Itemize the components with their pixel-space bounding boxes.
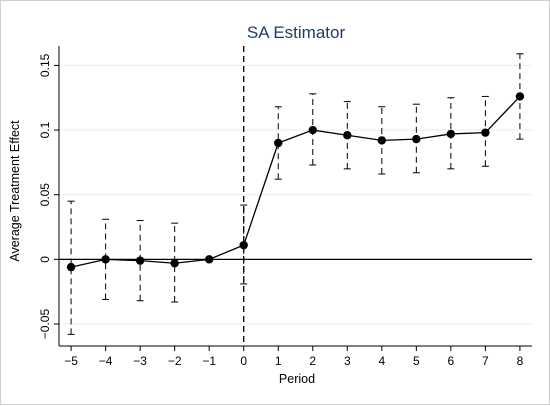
x-tick-label: 2 bbox=[309, 354, 316, 368]
y-tick-label: 0.05 bbox=[38, 183, 52, 207]
x-tick-label: 0 bbox=[240, 354, 247, 368]
data-point bbox=[343, 131, 352, 140]
y-tick-label: 0.1 bbox=[38, 121, 52, 138]
series-line bbox=[70, 95, 521, 268]
y-tick-label: −0.05 bbox=[38, 309, 52, 340]
data-point bbox=[515, 92, 525, 101]
chart-title: SA Estimator bbox=[247, 23, 346, 42]
data-point bbox=[412, 134, 421, 144]
y-tick-label: 0.15 bbox=[38, 53, 52, 77]
x-tick-label: 8 bbox=[517, 354, 524, 368]
data-points bbox=[66, 92, 525, 272]
y-axis-label: Average Treatment Effect bbox=[8, 120, 22, 262]
y-tick-label: 0 bbox=[38, 256, 52, 263]
x-tick-label: −4 bbox=[99, 354, 113, 368]
series-polyline bbox=[70, 95, 521, 268]
data-point bbox=[66, 262, 76, 272]
data-point bbox=[239, 240, 248, 250]
data-point bbox=[135, 256, 145, 265]
y-axis-ticks: −0.05 0 0.05 0.1 0.15 bbox=[38, 53, 59, 339]
x-tick-label: −5 bbox=[64, 354, 78, 368]
x-tick-label: 6 bbox=[448, 354, 455, 368]
plot-area bbox=[58, 46, 532, 347]
x-axis-label: Period bbox=[279, 372, 315, 386]
data-point bbox=[481, 128, 490, 137]
data-point bbox=[446, 129, 456, 139]
data-point bbox=[274, 138, 283, 148]
reference-lines bbox=[59, 46, 532, 346]
x-tick-label: 3 bbox=[344, 354, 351, 368]
data-point bbox=[204, 255, 214, 264]
confidence-intervals bbox=[67, 53, 524, 335]
data-point bbox=[377, 136, 387, 145]
data-point bbox=[170, 259, 179, 268]
x-tick-label: 4 bbox=[378, 354, 385, 368]
x-tick-label: 7 bbox=[482, 354, 489, 368]
data-point bbox=[101, 255, 110, 264]
x-tick-label: 1 bbox=[275, 354, 282, 368]
x-tick-label: −2 bbox=[168, 354, 182, 368]
x-tick-label: 5 bbox=[413, 354, 420, 368]
data-point bbox=[308, 125, 317, 135]
grid-lines bbox=[59, 64, 532, 325]
x-tick-label: −1 bbox=[202, 354, 216, 368]
x-axis-ticks: −5 −4 −3 −2 −1 0 1 2 3 4 5 6 7 8 bbox=[64, 346, 524, 368]
x-tick-label: −3 bbox=[133, 354, 147, 368]
